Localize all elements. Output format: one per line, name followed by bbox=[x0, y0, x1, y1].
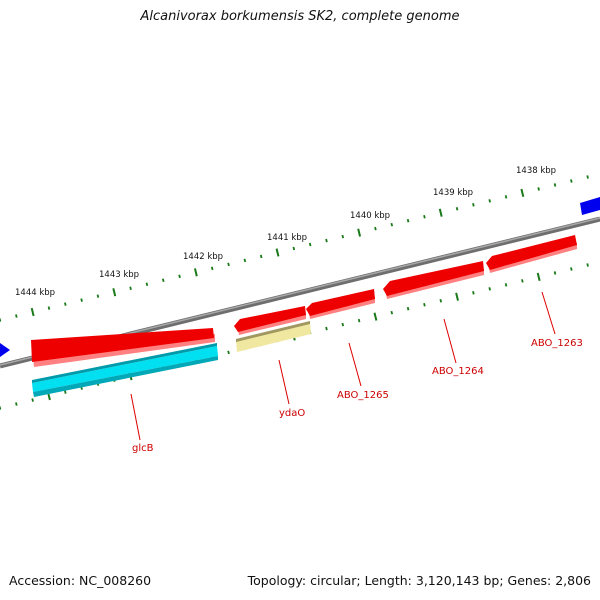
minor-tick bbox=[325, 326, 328, 331]
outer-scale-ticks bbox=[0, 175, 589, 322]
scale-label-1443: 1443 kbp bbox=[99, 270, 139, 280]
minor-tick bbox=[325, 238, 328, 243]
minor-tick bbox=[129, 286, 132, 290]
minor-tick bbox=[15, 314, 18, 318]
gene-label-ydaO[interactable]: ydaO bbox=[279, 408, 305, 419]
scale-label-1439: 1439 kbp bbox=[433, 188, 473, 198]
leader-line-ABO_1264 bbox=[443, 318, 457, 364]
leader-line-glcB bbox=[130, 393, 141, 441]
minor-tick bbox=[455, 207, 459, 211]
minor-tick bbox=[423, 302, 426, 307]
genome-summary-text: Topology: circular; Length: 3,120,143 bp… bbox=[247, 573, 591, 588]
minor-tick bbox=[570, 179, 573, 183]
minor-tick bbox=[553, 271, 557, 275]
major-tick bbox=[357, 228, 362, 237]
minor-tick bbox=[390, 222, 394, 227]
leader-line-ABO_1265 bbox=[348, 342, 362, 387]
gene-ABO_1263-cds[interactable] bbox=[486, 235, 577, 270]
minor-tick bbox=[308, 242, 312, 247]
gene-ABO_1264-cds[interactable] bbox=[383, 261, 484, 296]
gene-glcB-feature-edge bbox=[32, 343, 217, 383]
gene-label-ABO_1264[interactable]: ABO_1264 bbox=[432, 366, 484, 377]
minor-tick bbox=[406, 218, 410, 223]
accession-text: Accession: NC_008260 bbox=[9, 573, 152, 588]
minor-tick bbox=[15, 402, 18, 406]
major-tick bbox=[438, 208, 443, 217]
scale-label-1438: 1438 kbp bbox=[516, 166, 556, 176]
minor-tick bbox=[145, 282, 149, 287]
minor-tick bbox=[521, 279, 524, 283]
minor-tick bbox=[488, 199, 491, 203]
minor-tick bbox=[472, 291, 475, 295]
minor-tick bbox=[504, 195, 508, 199]
gene-features bbox=[31, 235, 577, 397]
scale-label-1444: 1444 kbp bbox=[15, 288, 55, 298]
minor-tick bbox=[227, 262, 230, 267]
gene-label-ABO_1265[interactable]: ABO_1265 bbox=[337, 390, 389, 401]
minor-tick bbox=[64, 302, 67, 306]
minor-tick bbox=[553, 183, 557, 187]
minor-tick bbox=[537, 187, 540, 191]
major-tick bbox=[275, 248, 280, 257]
minor-tick bbox=[259, 254, 263, 259]
minor-tick bbox=[178, 274, 181, 279]
minor-tick bbox=[210, 266, 214, 271]
minor-tick bbox=[504, 283, 508, 287]
major-tick bbox=[455, 292, 459, 301]
minor-tick bbox=[341, 322, 345, 327]
gene-glcB-feature[interactable] bbox=[32, 346, 218, 392]
flank-feature-left[interactable] bbox=[0, 343, 10, 357]
minor-tick bbox=[570, 267, 573, 271]
minor-tick bbox=[488, 287, 491, 291]
minor-tick bbox=[423, 214, 426, 219]
gene-label-ABO_1263[interactable]: ABO_1263 bbox=[531, 338, 583, 349]
gene-ydaO-cds[interactable] bbox=[234, 306, 306, 332]
scale-label-1440: 1440 kbp bbox=[350, 211, 390, 221]
gene-ABO_1265-cds[interactable] bbox=[306, 289, 375, 316]
leader-line-ydaO bbox=[278, 359, 290, 405]
minor-tick bbox=[96, 294, 100, 298]
scale-label-1441: 1441 kbp bbox=[267, 233, 307, 243]
minor-tick bbox=[586, 175, 589, 179]
minor-tick bbox=[161, 278, 165, 283]
major-tick bbox=[536, 272, 541, 282]
scale-label-1442: 1442 kbp bbox=[183, 252, 223, 262]
minor-tick bbox=[472, 203, 475, 207]
flank-feature-right[interactable] bbox=[580, 197, 600, 215]
gene-ydaO-feature-edge bbox=[236, 321, 310, 342]
minor-tick bbox=[586, 263, 589, 267]
gene-label-glcB[interactable]: glcB bbox=[132, 443, 154, 454]
minor-tick bbox=[357, 318, 361, 323]
major-tick bbox=[520, 188, 525, 198]
minor-tick bbox=[292, 246, 296, 251]
minor-tick bbox=[341, 234, 345, 239]
map-title: Alcanivorax borkumensis SK2, complete ge… bbox=[140, 9, 460, 24]
minor-tick bbox=[31, 398, 34, 402]
gene-ydaO-feature[interactable] bbox=[236, 323, 311, 352]
major-tick bbox=[193, 268, 198, 277]
minor-tick bbox=[80, 298, 83, 302]
leader-line-ABO_1263 bbox=[541, 291, 556, 335]
gene-glcB-cds[interactable] bbox=[31, 328, 214, 362]
gene-glcB-feature-shadow bbox=[33, 356, 218, 397]
minor-tick bbox=[374, 226, 377, 231]
minor-tick bbox=[227, 350, 230, 355]
minor-tick bbox=[47, 306, 51, 310]
minor-tick bbox=[390, 310, 394, 315]
minor-tick bbox=[439, 298, 442, 303]
major-tick bbox=[373, 312, 378, 321]
major-tick bbox=[112, 288, 117, 297]
minor-tick bbox=[406, 306, 410, 311]
minor-tick bbox=[64, 390, 67, 394]
major-tick bbox=[30, 307, 35, 317]
minor-tick bbox=[243, 258, 247, 263]
